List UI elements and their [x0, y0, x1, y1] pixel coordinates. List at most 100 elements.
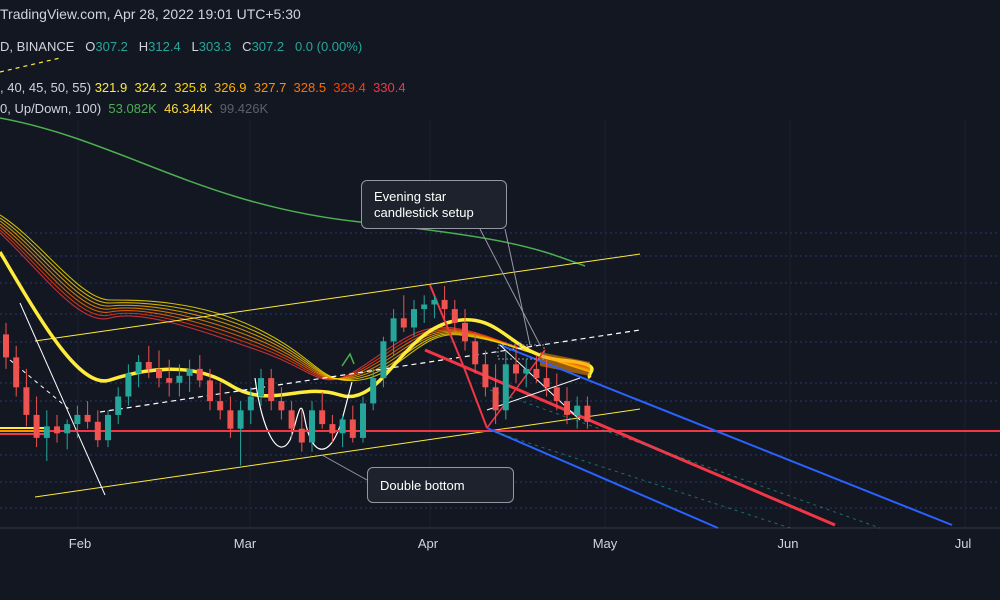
ema-ribbon-band — [0, 229, 591, 380]
x-tick-label: Mar — [233, 536, 257, 551]
chart-source-line: TradingView.com, Apr 28, 2022 19:01 UTC+… — [0, 6, 301, 22]
candle-body — [309, 410, 315, 443]
candle-body — [380, 341, 387, 379]
callout-pointer-1 — [504, 228, 531, 346]
candle-body — [227, 410, 234, 429]
candle-body — [574, 405, 581, 415]
candle-body — [196, 368, 203, 381]
candle-body — [64, 424, 71, 434]
candle-body — [54, 426, 60, 434]
blue-channel-lower — [486, 427, 719, 529]
double-bottom-curve — [254, 377, 353, 450]
candle-body — [411, 309, 417, 328]
channel-upper — [34, 253, 641, 342]
candle-body — [43, 426, 50, 438]
evening-star-callout[interactable]: Evening star candlestick setup — [361, 180, 507, 229]
ema-values: 321.9 324.2 325.8 326.9 327.7 328.5 329.… — [95, 80, 413, 95]
candle-body — [472, 341, 479, 365]
volume-legend[interactable]: 0, Up/Down, 100) 53.082K 46.344K 99.426K — [0, 101, 275, 116]
candle-body — [329, 424, 336, 434]
candle-body — [421, 304, 428, 310]
candle-body — [390, 318, 397, 342]
ema-ribbon-fill — [540, 352, 590, 376]
candle-body — [115, 396, 122, 415]
trend-left-white — [19, 302, 106, 496]
high-label: H — [138, 39, 149, 54]
red-decline-line — [429, 284, 488, 429]
candle-body — [3, 334, 9, 358]
ema-value-5: 327.7 — [253, 80, 294, 95]
x-tick-label: Jul — [954, 536, 972, 551]
ema-ribbon-band — [0, 220, 591, 380]
candle-body — [135, 362, 142, 374]
channel-lower — [34, 408, 641, 498]
ema-ribbon-band — [0, 214, 591, 382]
candle-body — [237, 410, 244, 429]
candle-body — [105, 414, 111, 441]
candle-body — [360, 403, 366, 438]
candle-body — [166, 378, 173, 383]
ema-ribbon-band — [0, 223, 591, 380]
ema-value-4: 326.9 — [214, 80, 254, 95]
ema-value-6: 328.5 — [293, 80, 334, 95]
candle-body — [451, 309, 458, 323]
open-value: 307.2 — [95, 39, 128, 54]
ohlc-legend[interactable]: D, BINANCE O307.2 H312.4 L303.3 C307.2 0… — [0, 39, 362, 54]
ema-value-1: 321.9 — [94, 80, 135, 95]
source-label: TradingView.com, Apr 28, 2022 19:01 UTC+… — [0, 6, 301, 22]
candle-body — [431, 299, 438, 305]
candle-body — [502, 364, 509, 411]
evening-star-text-line-2: candlestick setup — [374, 205, 474, 220]
candle-body — [298, 428, 305, 443]
x-tick-label: May — [592, 536, 618, 551]
candle-body — [247, 396, 254, 411]
candle-body — [156, 368, 162, 379]
change-value: 0.0 (0.00%) — [294, 39, 363, 54]
volume-value-2: 46.344K — [164, 101, 220, 116]
ema-value-2: 324.2 — [134, 80, 175, 95]
candle-body — [319, 410, 326, 425]
ema-ribbon-legend[interactable]: , 40, 45, 50, 55) 321.9 324.2 325.8 326.… — [0, 80, 413, 95]
candle-body — [513, 364, 519, 374]
dashed-trend-white — [99, 329, 641, 413]
candlestick-series — [3, 286, 591, 466]
ema-value-8: 330.4 — [373, 80, 413, 95]
candle-body — [145, 362, 152, 369]
candle-body — [278, 401, 285, 411]
candle-body — [288, 410, 295, 429]
close-value: 307.2 — [251, 39, 285, 54]
white-trend-right-2 — [486, 377, 581, 411]
candle-body — [268, 378, 275, 402]
x-tick-label: Feb — [68, 536, 92, 551]
chart-drawings — [0, 57, 1000, 529]
volume-value-1: 53.082K — [108, 101, 165, 116]
volume-params: 0, Up/Down, 100) — [0, 101, 102, 116]
low-value: 303.3 — [198, 39, 232, 54]
callout-pointer-2 — [479, 228, 541, 346]
callout-pointer-3 — [321, 454, 368, 481]
double-bottom-callout[interactable]: Double bottom — [367, 467, 514, 503]
ema-value-3: 325.8 — [174, 80, 214, 95]
open-label: O — [85, 39, 96, 54]
ema-params: , 40, 45, 50, 55) — [0, 80, 92, 95]
teal-dotted-2 — [494, 431, 791, 529]
candle-body — [125, 373, 132, 397]
candle-body — [94, 421, 101, 441]
breakout-arrow — [341, 352, 355, 367]
dashed-trend-left — [9, 359, 71, 411]
candle-body — [339, 419, 346, 434]
ema-value-7: 329.4 — [333, 80, 374, 95]
candle-body — [553, 387, 560, 402]
x-tick-label: Jun — [777, 536, 799, 551]
teal-dotted-1 — [489, 389, 881, 529]
candle-body — [84, 414, 91, 422]
candle-body — [584, 405, 591, 422]
volume-values: 53.082K 46.344K 99.426K — [108, 101, 275, 116]
candle-body — [33, 414, 40, 438]
dashed-trend-top — [0, 57, 61, 73]
ma-200-line — [0, 117, 586, 267]
double-bottom-text: Double bottom — [380, 478, 465, 493]
x-tick-label: Apr — [417, 536, 439, 551]
candle-body — [207, 380, 213, 402]
